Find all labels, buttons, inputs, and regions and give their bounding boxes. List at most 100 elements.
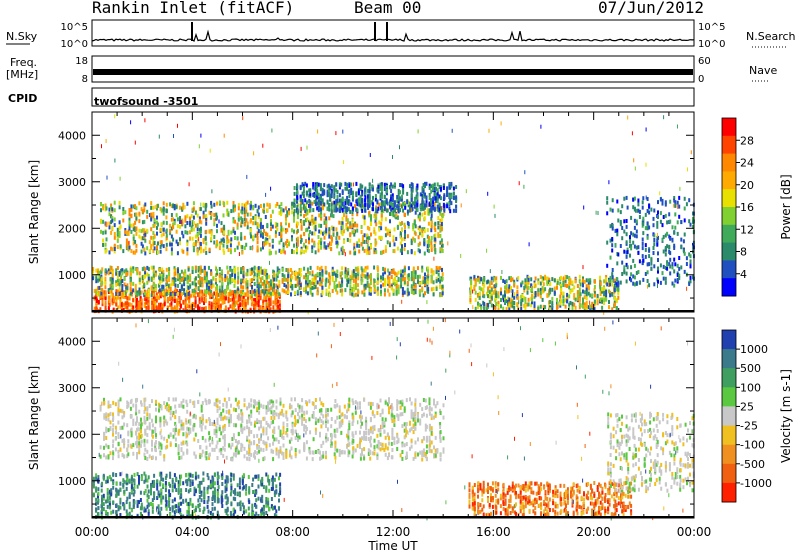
data-cell — [413, 238, 416, 243]
data-cell — [664, 213, 667, 218]
data-cell — [234, 300, 237, 305]
data-cell — [146, 290, 149, 294]
data-cell — [430, 276, 433, 281]
data-cell — [400, 273, 403, 278]
data-cell — [488, 128, 490, 133]
data-cell — [140, 290, 143, 295]
data-cell — [194, 234, 197, 239]
data-cell — [625, 262, 628, 267]
data-cell — [108, 221, 111, 226]
data-cell — [166, 305, 169, 310]
data-cell — [281, 277, 284, 282]
data-cell — [626, 265, 629, 270]
data-cell — [299, 212, 302, 217]
data-cell — [391, 205, 394, 210]
data-cell — [135, 206, 138, 211]
data-cell — [269, 279, 272, 284]
data-cell — [111, 298, 114, 303]
data-cell — [122, 211, 125, 216]
data-cell — [227, 296, 230, 301]
data-cell — [609, 282, 612, 287]
data-cell — [137, 307, 140, 312]
data-cell — [140, 236, 143, 241]
data-cell — [134, 267, 137, 271]
data-cell — [237, 217, 240, 222]
data-cell — [433, 226, 436, 230]
data-cell — [251, 278, 253, 283]
data-cell — [605, 280, 608, 285]
data-cell — [247, 296, 249, 301]
data-cell — [237, 288, 240, 293]
data-cell — [122, 249, 125, 254]
data-cell — [685, 262, 688, 266]
data-cell — [152, 242, 155, 247]
data-cell — [638, 259, 641, 264]
data-cell — [530, 283, 533, 288]
data-cell — [275, 273, 278, 278]
data-cell — [126, 286, 129, 291]
data-cell — [585, 307, 588, 312]
data-cell — [401, 237, 403, 242]
data-cell — [189, 216, 191, 221]
data-cell — [366, 236, 369, 241]
data-cell — [360, 225, 363, 229]
data-cell — [126, 283, 129, 288]
data-cell — [504, 290, 506, 295]
data-cell — [378, 220, 381, 225]
data-cell — [232, 201, 235, 205]
data-cell — [286, 210, 289, 215]
data-cell — [204, 246, 207, 251]
data-cell — [242, 274, 245, 279]
data-cell — [435, 186, 438, 191]
data-cell — [286, 213, 289, 218]
data-cell — [276, 266, 279, 271]
data-cell — [179, 224, 181, 229]
data-cell — [158, 279, 161, 284]
data-cell — [379, 186, 382, 191]
data-cell — [161, 274, 164, 279]
data-cell — [537, 288, 540, 293]
data-cell — [566, 299, 569, 304]
data-cell — [145, 297, 148, 302]
data-cell — [630, 243, 633, 248]
data-cell — [186, 247, 189, 252]
data-cell — [657, 266, 659, 271]
data-cell — [208, 229, 211, 234]
data-cell — [107, 307, 110, 312]
data-cell — [430, 184, 433, 189]
data-cell — [359, 194, 362, 199]
data-cell — [269, 307, 272, 312]
data-cell — [360, 280, 363, 285]
data-cell — [183, 282, 186, 287]
data-cell — [234, 279, 236, 284]
data-cell — [259, 306, 262, 311]
data-cell — [183, 291, 186, 295]
data-cell — [263, 268, 266, 273]
data-cell — [224, 296, 227, 301]
data-cell — [414, 210, 417, 215]
data-cell — [328, 234, 331, 239]
data-cell — [285, 221, 287, 226]
data-cell — [221, 288, 224, 293]
data-cell — [412, 223, 415, 228]
data-cell — [282, 227, 285, 232]
data-cell — [671, 237, 674, 242]
data-cell — [539, 294, 542, 299]
data-cell — [266, 202, 269, 207]
data-cell — [141, 228, 144, 233]
data-cell — [422, 200, 425, 205]
data-cell — [150, 217, 153, 222]
data-cell — [132, 241, 135, 246]
data-cell — [342, 129, 344, 134]
data-cell — [579, 303, 582, 308]
data-cell — [314, 202, 317, 207]
freq-tick-bottom: 8 — [82, 74, 88, 85]
data-cell — [313, 276, 316, 281]
data-cell — [331, 236, 333, 241]
data-cell — [390, 286, 393, 291]
data-cell — [511, 277, 514, 282]
data-cell — [601, 297, 604, 302]
data-cell — [676, 200, 679, 205]
data-cell — [170, 234, 173, 239]
data-cell — [299, 194, 302, 199]
